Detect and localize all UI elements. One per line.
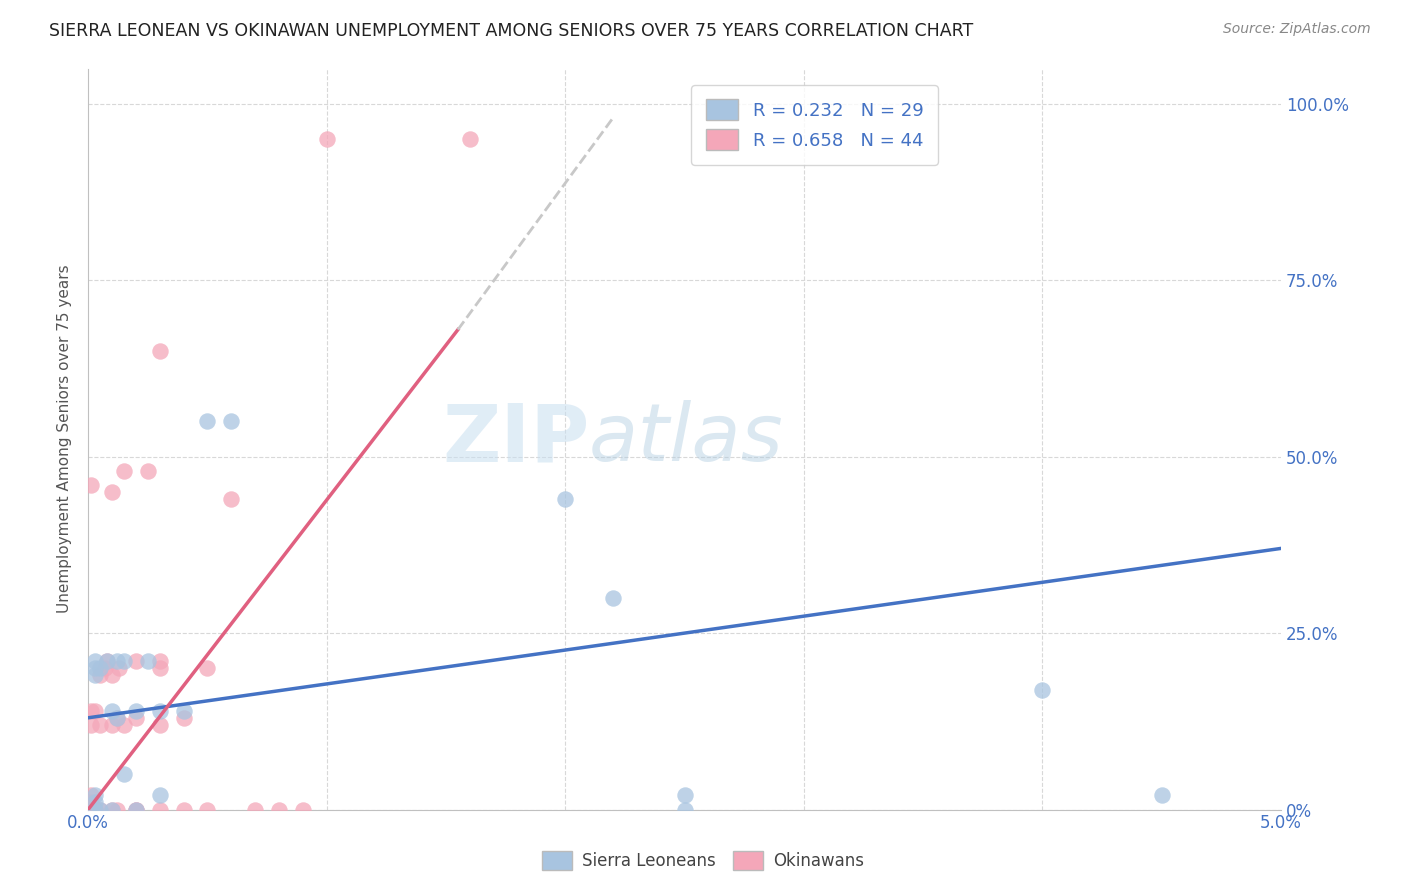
Point — [105, 803, 128, 817]
Point — [315, 132, 337, 146]
Point — [149, 789, 172, 803]
Legend: Sierra Leoneans, Okinawans: Sierra Leoneans, Okinawans — [536, 844, 870, 877]
Point — [89, 803, 111, 817]
Point — [173, 711, 195, 725]
Point — [96, 654, 118, 668]
Point — [554, 491, 576, 506]
Point — [243, 803, 266, 817]
Point — [79, 803, 101, 817]
Point — [197, 803, 219, 817]
Point — [105, 711, 128, 725]
Point — [79, 803, 101, 817]
Point — [125, 803, 148, 817]
Point — [197, 414, 219, 428]
Point — [101, 803, 124, 817]
Point — [79, 704, 101, 718]
Point — [89, 668, 111, 682]
Point — [458, 132, 481, 146]
Point — [89, 803, 111, 817]
Point — [79, 718, 101, 732]
Point — [89, 718, 111, 732]
Point — [84, 704, 107, 718]
Point — [84, 668, 107, 682]
Point — [173, 704, 195, 718]
Point — [136, 464, 159, 478]
Point — [94, 661, 117, 675]
Point — [673, 803, 696, 817]
Point — [89, 661, 111, 675]
Legend: R = 0.232   N = 29, R = 0.658   N = 44: R = 0.232 N = 29, R = 0.658 N = 44 — [692, 85, 938, 165]
Point — [84, 789, 107, 803]
Point — [112, 718, 135, 732]
Point — [84, 661, 107, 675]
Point — [108, 661, 131, 675]
Point — [173, 803, 195, 817]
Point — [149, 654, 172, 668]
Point — [96, 654, 118, 668]
Point — [197, 661, 219, 675]
Point — [125, 803, 148, 817]
Point — [125, 711, 148, 725]
Point — [105, 654, 128, 668]
Point — [101, 704, 124, 718]
Point — [112, 464, 135, 478]
Point — [101, 668, 124, 682]
Point — [112, 767, 135, 781]
Text: SIERRA LEONEAN VS OKINAWAN UNEMPLOYMENT AMONG SENIORS OVER 75 YEARS CORRELATION : SIERRA LEONEAN VS OKINAWAN UNEMPLOYMENT … — [49, 22, 973, 40]
Point — [84, 796, 107, 810]
Y-axis label: Unemployment Among Seniors over 75 years: Unemployment Among Seniors over 75 years — [58, 265, 72, 614]
Point — [1150, 789, 1173, 803]
Point — [136, 654, 159, 668]
Point — [149, 718, 172, 732]
Text: atlas: atlas — [589, 400, 785, 478]
Point — [84, 803, 107, 817]
Point — [149, 343, 172, 358]
Point — [125, 803, 148, 817]
Point — [221, 414, 243, 428]
Point — [149, 803, 172, 817]
Point — [84, 803, 107, 817]
Point — [1031, 682, 1053, 697]
Text: ZIP: ZIP — [441, 400, 589, 478]
Point — [105, 711, 128, 725]
Point — [221, 491, 243, 506]
Point — [79, 796, 101, 810]
Point — [673, 789, 696, 803]
Point — [79, 789, 101, 803]
Point — [101, 485, 124, 500]
Point — [84, 654, 107, 668]
Point — [79, 478, 101, 492]
Text: Source: ZipAtlas.com: Source: ZipAtlas.com — [1223, 22, 1371, 37]
Point — [125, 654, 148, 668]
Point — [149, 704, 172, 718]
Point — [79, 803, 101, 817]
Point — [101, 803, 124, 817]
Point — [101, 718, 124, 732]
Point — [149, 661, 172, 675]
Point — [602, 591, 624, 605]
Point — [267, 803, 290, 817]
Point — [112, 654, 135, 668]
Point — [291, 803, 314, 817]
Point — [125, 704, 148, 718]
